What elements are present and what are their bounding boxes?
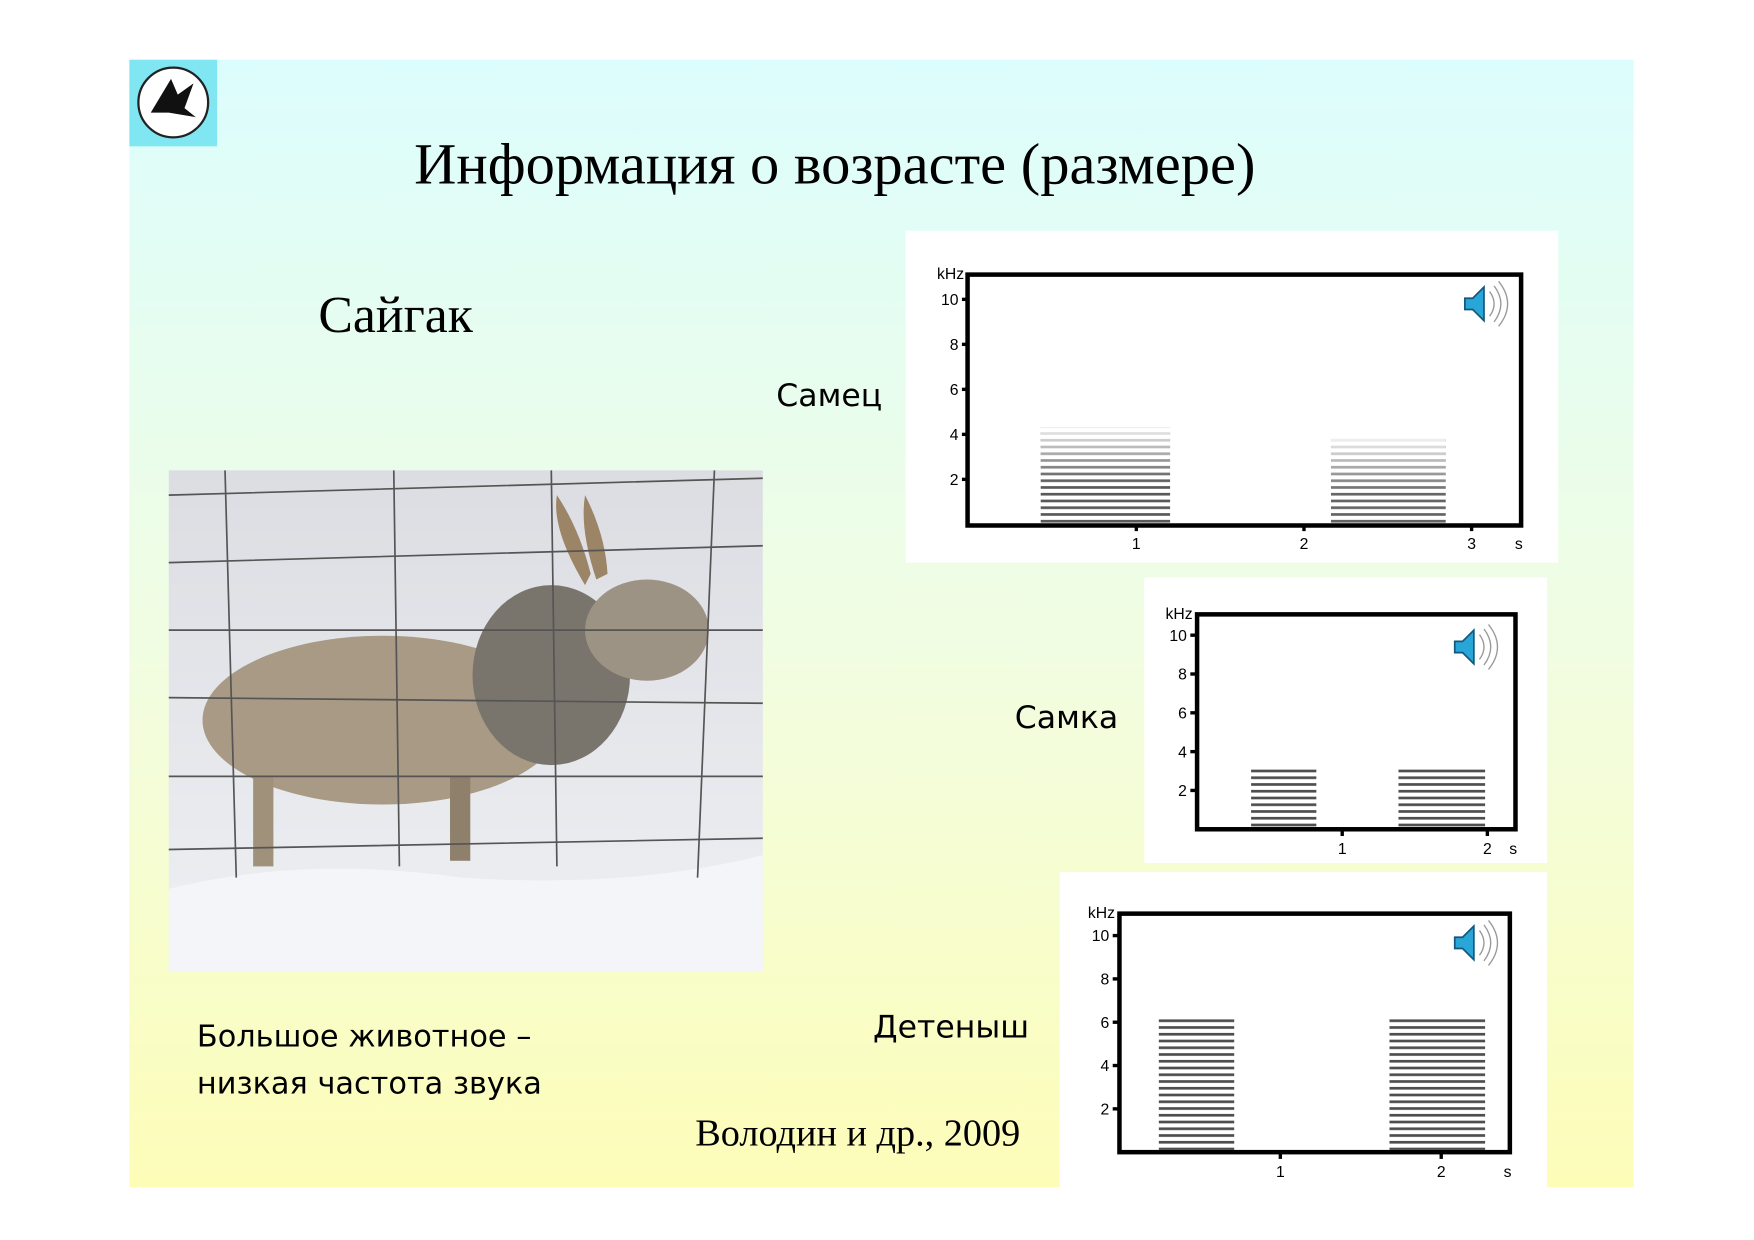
y-tick-label: 8 — [1178, 667, 1187, 684]
y-tick-label: 8 — [950, 337, 959, 354]
y-tick-label: 10 — [941, 292, 959, 309]
spectrogram-panel — [1059, 872, 1547, 1188]
x-tick-label: 3 — [1467, 536, 1476, 553]
y-tick-label: 6 — [1178, 705, 1187, 722]
y-tick-label: 6 — [1101, 1015, 1110, 1032]
logo — [129, 59, 218, 147]
spectrogram-panel — [905, 230, 1559, 563]
y-tick-label: 4 — [1101, 1058, 1110, 1075]
caption-line: низкая частота звука — [197, 1067, 542, 1102]
y-unit: kHz — [937, 266, 964, 283]
slide-title: Информация о возрасте (размере) — [414, 131, 1255, 196]
citation: Володин и др., 2009 — [695, 1112, 1020, 1154]
x-tick-label: 2 — [1300, 536, 1309, 553]
y-tick-label: 2 — [950, 472, 959, 489]
saiga-photo — [168, 470, 763, 972]
y-tick-label: 8 — [1101, 972, 1110, 989]
spectrogram-label: Детеныш — [873, 1009, 1029, 1045]
spectrogram-label: Самка — [1015, 700, 1118, 736]
y-tick-label: 4 — [950, 427, 959, 444]
spectrogram-panel — [1144, 577, 1547, 864]
x-tick-label: 2 — [1437, 1164, 1446, 1181]
y-tick-label: 4 — [1178, 744, 1187, 761]
y-tick-label: 6 — [950, 382, 959, 399]
x-unit: s — [1509, 841, 1517, 858]
species-name: Сайгак — [318, 287, 473, 344]
x-tick-label: 1 — [1276, 1164, 1285, 1181]
y-tick-label: 10 — [1092, 928, 1110, 945]
y-tick-label: 10 — [1169, 628, 1187, 645]
caption-line: Большое животное – — [197, 1019, 532, 1054]
y-unit: kHz — [1165, 606, 1192, 623]
y-tick-label: 2 — [1178, 783, 1187, 800]
y-tick-label: 2 — [1101, 1101, 1110, 1118]
x-tick-label: 1 — [1132, 536, 1141, 553]
x-tick-label: 1 — [1338, 841, 1347, 858]
spectrogram-label: Самец — [776, 378, 882, 414]
x-unit: s — [1515, 536, 1523, 553]
y-unit: kHz — [1088, 905, 1115, 922]
x-unit: s — [1504, 1164, 1512, 1181]
x-tick-label: 2 — [1483, 841, 1492, 858]
